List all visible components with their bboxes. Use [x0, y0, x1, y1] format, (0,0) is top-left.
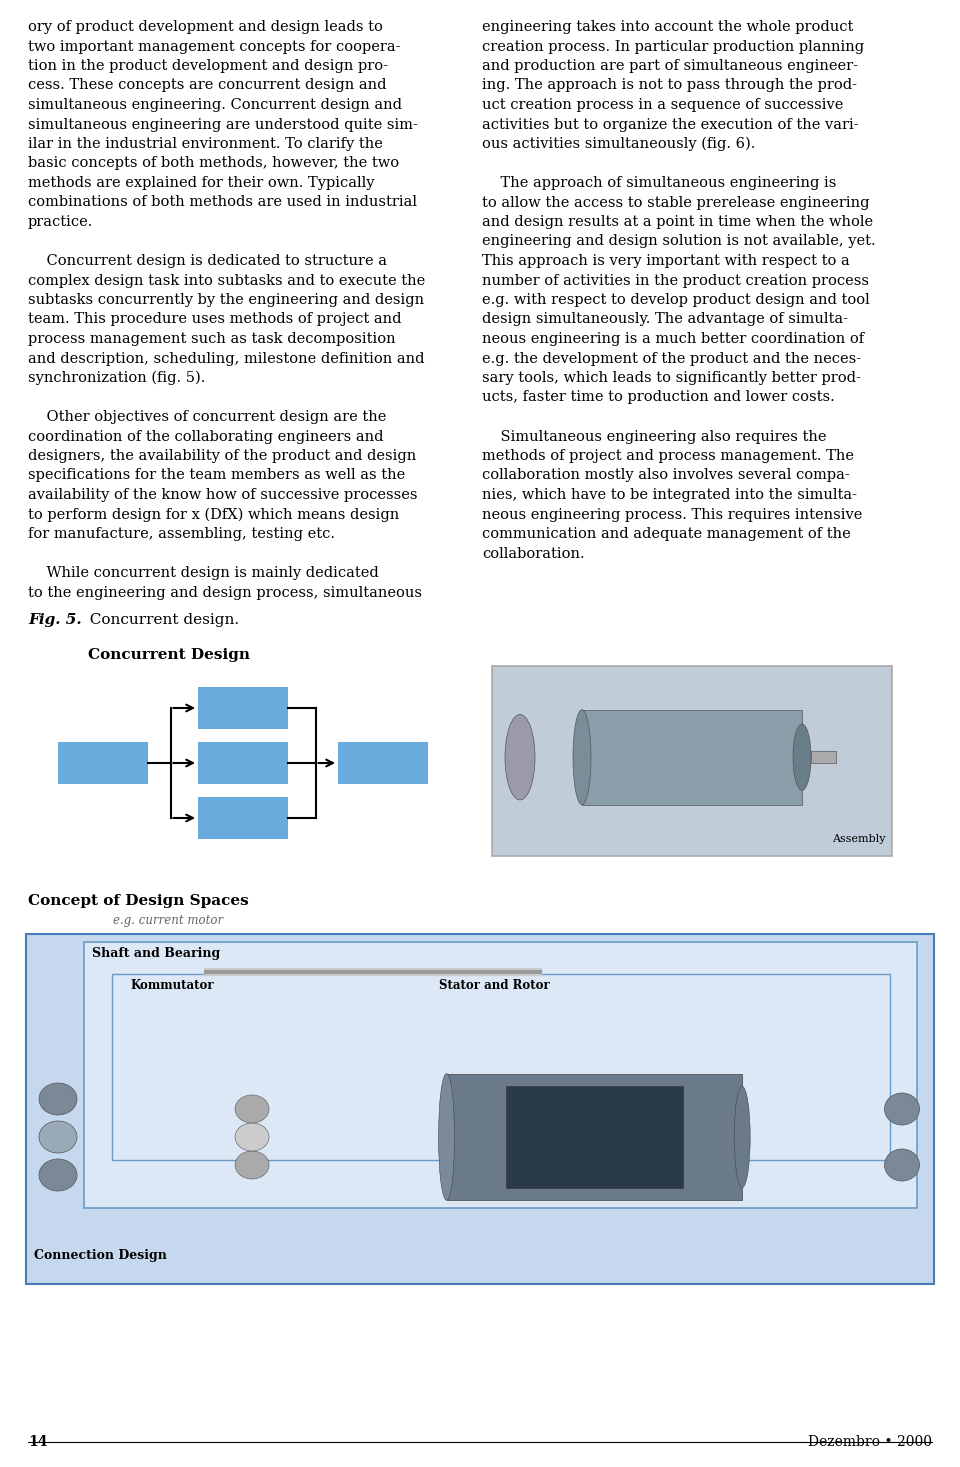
Text: coordination of the collaborating engineers and: coordination of the collaborating engine…: [28, 430, 383, 443]
Text: tion in the product development and design pro-: tion in the product development and desi…: [28, 59, 388, 73]
Text: neous engineering is a much better coordination of: neous engineering is a much better coord…: [482, 332, 864, 346]
Ellipse shape: [235, 1152, 269, 1179]
Text: synchronization (fig. 5).: synchronization (fig. 5).: [28, 371, 205, 386]
Ellipse shape: [793, 723, 811, 791]
Text: neous engineering process. This requires intensive: neous engineering process. This requires…: [482, 508, 862, 521]
Text: methods are explained for their own. Typically: methods are explained for their own. Typ…: [28, 176, 374, 191]
Text: Concurrent design is dedicated to structure a: Concurrent design is dedicated to struct…: [28, 254, 387, 268]
Text: engineering and design solution is not available, yet.: engineering and design solution is not a…: [482, 235, 876, 248]
Text: process management such as task decomposition: process management such as task decompos…: [28, 332, 396, 346]
Text: sary tools, which leads to significantly better prod-: sary tools, which leads to significantly…: [482, 371, 861, 384]
Text: ory of product development and design leads to: ory of product development and design le…: [28, 21, 383, 34]
Text: Concept of Design Spaces: Concept of Design Spaces: [28, 893, 249, 908]
Bar: [112, 974, 890, 1160]
Text: ucts, faster time to production and lower costs.: ucts, faster time to production and lowe…: [482, 390, 835, 405]
Text: engineering takes into account the whole product: engineering takes into account the whole…: [482, 21, 853, 34]
Text: collaboration.: collaboration.: [482, 547, 585, 560]
Text: simultaneous engineering are understood quite sim-: simultaneous engineering are understood …: [28, 117, 418, 132]
Bar: [506, 1087, 684, 1188]
Ellipse shape: [39, 1159, 77, 1191]
Text: and description, scheduling, milestone definition and: and description, scheduling, milestone d…: [28, 352, 424, 365]
Ellipse shape: [235, 1124, 269, 1152]
Bar: [582, 710, 802, 805]
Bar: [198, 797, 288, 839]
Bar: [492, 666, 892, 857]
Text: Dezembro • 2000: Dezembro • 2000: [808, 1435, 932, 1449]
Text: methods of project and process management. The: methods of project and process managemen…: [482, 449, 854, 464]
Text: subtasks concurrently by the engineering and design: subtasks concurrently by the engineering…: [28, 293, 424, 307]
Text: Connection Design: Connection Design: [34, 1248, 167, 1262]
Text: Fig. 5.: Fig. 5.: [28, 613, 82, 626]
Text: basic concepts of both methods, however, the two: basic concepts of both methods, however,…: [28, 157, 399, 170]
Text: Shaft and Bearing: Shaft and Bearing: [92, 948, 220, 959]
Text: to allow the access to stable prerelease engineering: to allow the access to stable prerelease…: [482, 195, 870, 210]
Bar: [811, 751, 836, 763]
Text: ilar in the industrial environment. To clarify the: ilar in the industrial environment. To c…: [28, 136, 383, 151]
Bar: [198, 742, 288, 783]
Ellipse shape: [439, 1074, 454, 1200]
Bar: [84, 942, 917, 1207]
Bar: [58, 742, 148, 783]
Text: Concurrent Design: Concurrent Design: [88, 648, 250, 662]
Text: e.g. the development of the product and the neces-: e.g. the development of the product and …: [482, 352, 861, 365]
Text: to the engineering and design process, simultaneous: to the engineering and design process, s…: [28, 585, 422, 600]
Text: and production are part of simultaneous engineer-: and production are part of simultaneous …: [482, 59, 858, 73]
Text: communication and adequate management of the: communication and adequate management of…: [482, 527, 851, 541]
Bar: [198, 687, 288, 729]
Text: While concurrent design is mainly dedicated: While concurrent design is mainly dedica…: [28, 566, 379, 579]
Ellipse shape: [505, 714, 535, 800]
Ellipse shape: [39, 1083, 77, 1115]
Bar: [26, 934, 934, 1284]
Text: designers, the availability of the product and design: designers, the availability of the produ…: [28, 449, 417, 464]
Text: availability of the know how of successive processes: availability of the know how of successi…: [28, 489, 418, 502]
Text: Kommutator: Kommutator: [130, 978, 214, 992]
Text: Simultaneous engineering also requires the: Simultaneous engineering also requires t…: [482, 430, 827, 443]
Text: Assembly: Assembly: [832, 835, 886, 844]
Ellipse shape: [734, 1087, 750, 1188]
Text: to perform design for x (DfX) which means design: to perform design for x (DfX) which mean…: [28, 508, 399, 522]
Text: ous activities simultaneously (fig. 6).: ous activities simultaneously (fig. 6).: [482, 136, 756, 151]
Text: two important management concepts for coopera-: two important management concepts for co…: [28, 40, 400, 53]
Text: ing. The approach is not to pass through the prod-: ing. The approach is not to pass through…: [482, 79, 857, 92]
Text: e.g. with respect to develop product design and tool: e.g. with respect to develop product des…: [482, 293, 870, 307]
Text: 14: 14: [28, 1435, 47, 1449]
Text: cess. These concepts are concurrent design and: cess. These concepts are concurrent desi…: [28, 79, 387, 92]
Ellipse shape: [573, 710, 591, 805]
Ellipse shape: [884, 1093, 920, 1125]
Ellipse shape: [884, 1149, 920, 1181]
Text: simultaneous engineering. Concurrent design and: simultaneous engineering. Concurrent des…: [28, 98, 402, 111]
Ellipse shape: [235, 1094, 269, 1124]
Text: Concurrent design.: Concurrent design.: [80, 613, 239, 626]
Text: number of activities in the product creation process: number of activities in the product crea…: [482, 273, 869, 288]
Text: activities but to organize the execution of the vari-: activities but to organize the execution…: [482, 117, 858, 132]
Text: team. This procedure uses methods of project and: team. This procedure uses methods of pro…: [28, 312, 401, 327]
Ellipse shape: [39, 1121, 77, 1153]
Text: complex design task into subtasks and to execute the: complex design task into subtasks and to…: [28, 273, 425, 288]
Text: and design results at a point in time when the whole: and design results at a point in time wh…: [482, 216, 874, 229]
Text: nies, which have to be integrated into the simulta-: nies, which have to be integrated into t…: [482, 489, 857, 502]
Text: combinations of both methods are used in industrial: combinations of both methods are used in…: [28, 195, 417, 210]
Bar: [338, 742, 428, 783]
Bar: [446, 1074, 742, 1200]
Text: Other objectives of concurrent design are the: Other objectives of concurrent design ar…: [28, 409, 386, 424]
Text: uct creation process in a sequence of successive: uct creation process in a sequence of su…: [482, 98, 844, 111]
Text: design simultaneously. The advantage of simulta-: design simultaneously. The advantage of …: [482, 312, 848, 327]
Text: e.g. current motor: e.g. current motor: [113, 914, 223, 927]
Text: Stator and Rotor: Stator and Rotor: [439, 978, 549, 992]
Text: The approach of simultaneous engineering is: The approach of simultaneous engineering…: [482, 176, 836, 191]
Text: This approach is very important with respect to a: This approach is very important with res…: [482, 254, 850, 268]
Text: specifications for the team members as well as the: specifications for the team members as w…: [28, 468, 405, 483]
Text: creation process. In particular production planning: creation process. In particular producti…: [482, 40, 864, 53]
Text: collaboration mostly also involves several compa-: collaboration mostly also involves sever…: [482, 468, 850, 483]
Text: for manufacture, assembling, testing etc.: for manufacture, assembling, testing etc…: [28, 527, 335, 541]
Text: practice.: practice.: [28, 216, 93, 229]
